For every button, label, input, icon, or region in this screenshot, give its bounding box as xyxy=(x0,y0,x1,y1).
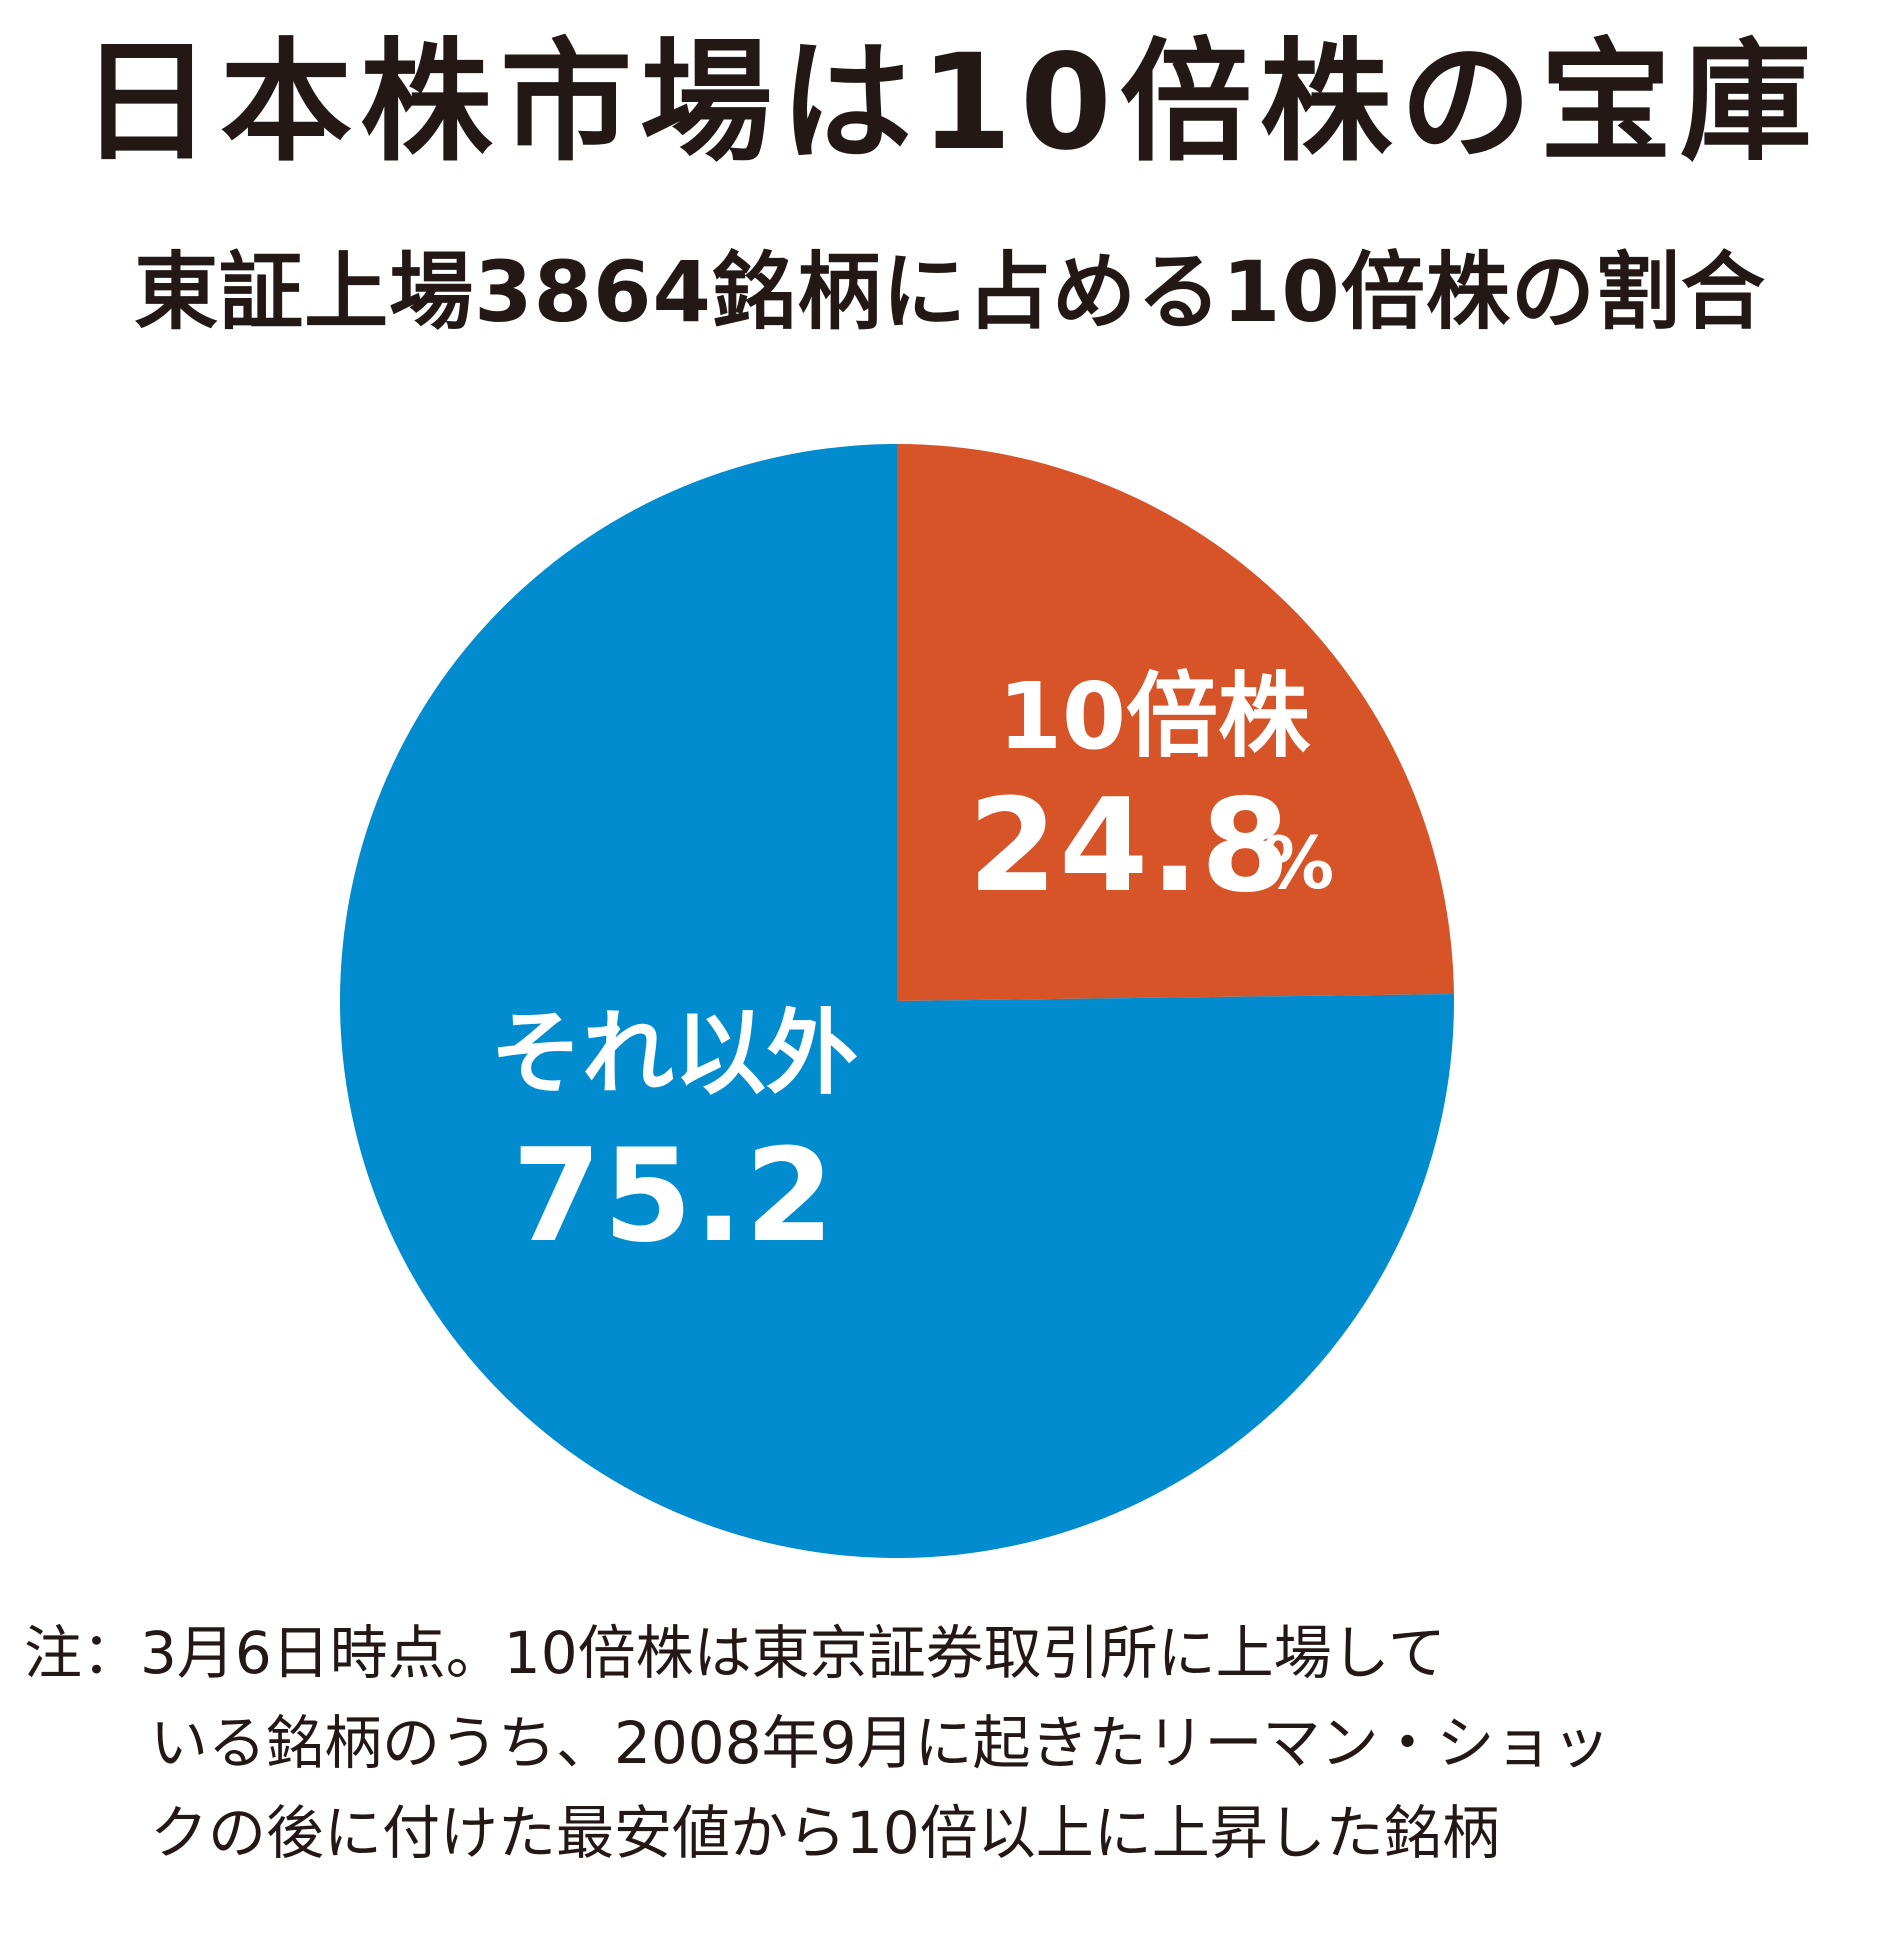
pie-slice-tenbagger xyxy=(897,444,1454,1001)
footnote-line: 注：3月6日時点。10倍株は東京証券取引所に上場して xyxy=(24,1619,1446,1687)
pie-slice-other xyxy=(340,444,1454,1558)
slice-unit-tenbagger: % xyxy=(1262,821,1334,905)
slice-value-other: 75.2 xyxy=(512,1122,836,1271)
slice-value-tenbagger: 24.8 xyxy=(968,772,1292,921)
slice-label-other: それ以外 xyxy=(490,1000,858,1107)
slice-label-tenbagger: 10倍株 xyxy=(998,663,1311,770)
chart-subtitle: 東証上場3864銘柄に占める10倍株の割合 xyxy=(134,243,1766,341)
footnote: 注：3月6日時点。10倍株は東京証券取引所に上場して いる銘柄のうち、2008年… xyxy=(24,1608,1884,1878)
footnote-line: クの後に付けた最安値から10倍以上に上昇した銘柄 xyxy=(150,1799,1500,1867)
chart-title: 日本株市場は10倍株の宝庫 xyxy=(80,26,1820,180)
footnote-line: いる銘柄のうち、2008年9月に起きたリーマン・ショッ xyxy=(150,1709,1611,1777)
